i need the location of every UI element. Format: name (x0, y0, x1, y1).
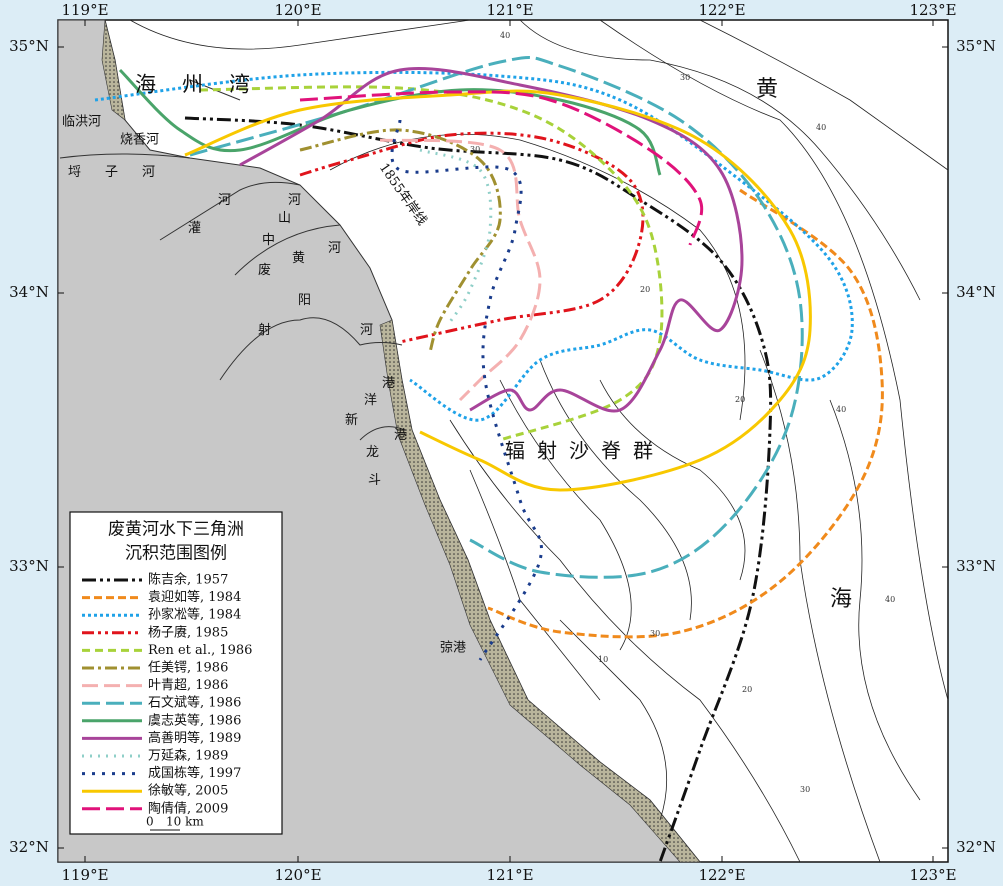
place-label: 临洪河 (62, 115, 101, 130)
depth-label: 20 (742, 685, 752, 694)
contours (129, 19, 949, 863)
place-label: 埒子河 (68, 165, 155, 180)
legend-label: 叶青超, 1986 (148, 678, 228, 693)
lat-label: 32°N (956, 838, 996, 856)
tidal-flat (101, 19, 701, 863)
boundary-line (239, 67, 744, 413)
place-label: 射阳河 (258, 293, 373, 338)
place-label: 灌河 (188, 193, 231, 236)
lat-label: 35°N (9, 37, 49, 55)
place-label: 斗龙港 (366, 428, 407, 488)
depth-label: 20 (640, 285, 650, 294)
place-label: 海州湾 (135, 73, 276, 97)
depth-label: 20 (735, 395, 745, 404)
depth-label: 30 (680, 73, 690, 82)
scale-label: 0 (146, 815, 154, 829)
depth-label: 30 (650, 629, 660, 638)
lat-label: 34°N (956, 283, 996, 301)
boundary-line (419, 148, 493, 323)
depth-label: 30 (470, 145, 480, 154)
legend-label: 陈吉余, 1957 (148, 572, 228, 588)
graticule-ticks (58, 20, 948, 862)
legend-label: 虞志英等, 1986 (148, 712, 241, 728)
boundary-line (299, 128, 502, 353)
legend-label: Ren et al., 1986 (148, 643, 252, 658)
boundary-line (379, 138, 542, 402)
depth-labels: 40 30 40 30 20 20 40 10 20 30 30 40 (470, 31, 895, 794)
depth-label: 30 (800, 785, 810, 794)
lon-label: 122°E (698, 1, 745, 19)
place-label: 辐射沙脊群 (505, 439, 665, 463)
boundary-line (184, 89, 812, 492)
legend-label: 孙家凇等, 1984 (148, 607, 241, 623)
legend-label: 袁迎如等, 1984 (148, 589, 241, 605)
legend-label: 高善明等, 1989 (148, 730, 241, 746)
lon-label: 120°E (274, 1, 321, 19)
lat-label: 35°N (956, 37, 996, 55)
lon-label: 119°E (61, 1, 108, 19)
depth-label: 40 (816, 123, 826, 132)
place-label: 废黄河 (258, 241, 341, 278)
legend-label: 成国栋等, 1997 (148, 765, 241, 781)
lon-label: 122°E (698, 866, 745, 884)
scale-label: 10 km (166, 815, 204, 829)
boundary-line (487, 188, 884, 639)
lat-label: 33°N (956, 557, 996, 575)
boundary-line (184, 116, 773, 863)
legend-label: 陶倩倩, 2009 (148, 800, 228, 816)
legend-label: 石文斌等, 1986 (148, 695, 241, 711)
legend-label: 任美锷, 1986 (148, 661, 228, 676)
boundary-line (390, 119, 543, 661)
depth-label: 40 (885, 595, 895, 604)
lon-label: 121°E (486, 1, 533, 19)
depth-label: 40 (836, 405, 846, 414)
place-label: 中山河 (262, 193, 301, 248)
legend-box (69, 511, 283, 835)
lon-label: 123°E (909, 866, 956, 884)
place-label: 新洋港 (345, 376, 395, 428)
depth-label: 10 (598, 655, 608, 664)
rivers (59, 79, 406, 441)
place-label: 黄 (756, 77, 778, 102)
place-label: 弶港 (440, 641, 466, 656)
boundary-line (299, 90, 704, 246)
lat-label: 32°N (9, 838, 49, 856)
lon-label: 120°E (274, 866, 321, 884)
boundaries (94, 55, 884, 863)
lon-label: 123°E (909, 1, 956, 19)
lon-label: 121°E (486, 866, 533, 884)
boundary-line (189, 55, 804, 579)
legend-label: 徐敏等, 2005 (148, 783, 228, 799)
boundary-line (299, 131, 645, 344)
legend-title: 沉积范围图例 (125, 544, 227, 564)
legend-label: 万延森, 1989 (148, 749, 228, 764)
legend-title: 废黄河水下三角洲 (108, 520, 244, 540)
place-label: 海 (830, 587, 852, 612)
lat-label: 33°N (9, 557, 49, 575)
lon-label: 119°E (61, 866, 108, 884)
lat-label: 34°N (9, 283, 49, 301)
place-label: 烧香河 (120, 133, 159, 148)
depth-label: 40 (500, 31, 510, 40)
legend-label: 杨子赓, 1985 (148, 625, 228, 640)
